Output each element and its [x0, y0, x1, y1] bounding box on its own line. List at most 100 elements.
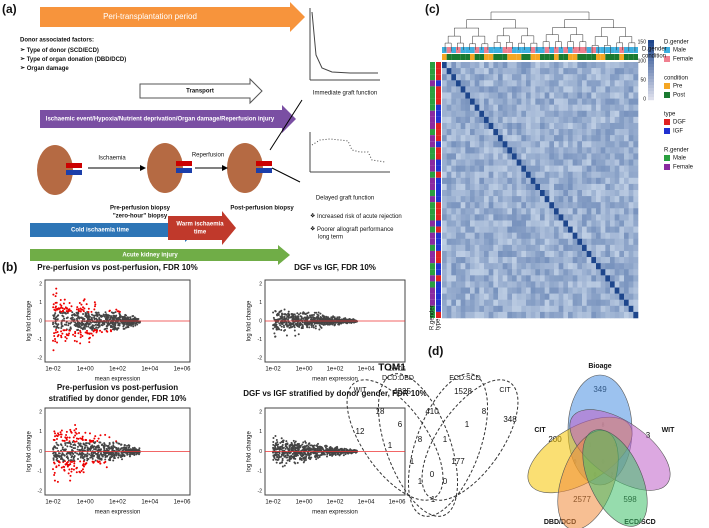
point — [303, 312, 306, 315]
cell — [633, 104, 639, 112]
cell — [493, 122, 499, 130]
cell — [474, 257, 480, 264]
count: 410 — [425, 407, 439, 416]
cell — [446, 153, 452, 160]
cell — [596, 244, 601, 252]
cell — [549, 141, 555, 148]
point — [56, 318, 59, 321]
point — [302, 445, 305, 448]
cell — [577, 299, 583, 307]
point — [111, 449, 114, 452]
cell — [479, 147, 485, 154]
point — [54, 446, 57, 449]
point — [108, 459, 111, 462]
cell — [558, 269, 564, 276]
cell — [493, 305, 499, 313]
cell — [554, 80, 559, 87]
cell — [628, 153, 634, 160]
cell — [521, 226, 527, 233]
scale-bar — [648, 91, 654, 95]
cell — [484, 98, 489, 105]
cell — [549, 263, 555, 270]
track — [436, 250, 441, 258]
point — [295, 444, 298, 447]
point — [75, 467, 78, 470]
point — [65, 329, 68, 332]
point — [315, 311, 318, 314]
track — [430, 232, 435, 239]
cell — [633, 226, 639, 233]
points — [272, 308, 358, 338]
cell — [451, 299, 457, 307]
point — [305, 324, 308, 327]
kidneys — [37, 143, 272, 195]
cell — [624, 202, 629, 209]
point — [68, 332, 71, 335]
cell — [614, 214, 620, 221]
cell — [572, 98, 578, 105]
cell — [610, 110, 615, 118]
cell — [446, 232, 452, 240]
cell — [628, 232, 634, 240]
cell — [516, 122, 522, 130]
cell — [484, 220, 489, 227]
cell — [558, 171, 564, 179]
cell — [474, 141, 480, 148]
cell — [544, 68, 550, 75]
cell — [446, 238, 452, 246]
y-tick-label: 0 — [39, 318, 42, 324]
cell — [535, 220, 541, 227]
track — [596, 54, 601, 60]
cell — [596, 80, 601, 87]
cell — [516, 263, 522, 270]
cell — [596, 153, 601, 160]
cell — [498, 287, 503, 294]
cell — [544, 202, 550, 209]
point — [55, 316, 58, 319]
cell — [624, 299, 629, 307]
cell — [530, 220, 536, 227]
cell — [512, 220, 517, 227]
point — [306, 326, 309, 329]
cell — [633, 232, 639, 240]
cell — [586, 190, 592, 197]
point — [319, 312, 322, 315]
cell — [554, 68, 559, 75]
cell — [558, 104, 564, 112]
cell — [516, 305, 522, 313]
point — [86, 446, 89, 449]
cell — [628, 62, 634, 69]
track — [614, 54, 620, 60]
cell — [582, 202, 587, 209]
track — [430, 86, 435, 93]
cell — [446, 98, 452, 105]
point — [76, 328, 79, 331]
cell — [498, 129, 503, 136]
cell — [474, 135, 480, 142]
cell — [502, 147, 508, 154]
cell — [451, 202, 457, 209]
dendrogram — [545, 34, 559, 42]
cell — [577, 190, 583, 197]
cell — [610, 68, 615, 75]
cell — [516, 275, 522, 282]
cell — [582, 250, 587, 258]
cell — [484, 250, 489, 258]
text: Organ damage — [27, 66, 70, 72]
scale-bar — [648, 82, 654, 86]
cell — [451, 98, 457, 105]
cell — [474, 226, 480, 233]
cell — [465, 214, 471, 221]
cell — [474, 190, 480, 197]
cell — [530, 238, 536, 246]
cell — [479, 171, 485, 179]
cell — [479, 62, 485, 69]
cell — [544, 159, 550, 166]
point — [83, 455, 86, 458]
cell — [493, 171, 499, 179]
cell — [535, 244, 541, 252]
cell — [540, 311, 545, 319]
y-tick-label: 2 — [259, 281, 262, 287]
text: Ischaemia — [98, 156, 126, 162]
